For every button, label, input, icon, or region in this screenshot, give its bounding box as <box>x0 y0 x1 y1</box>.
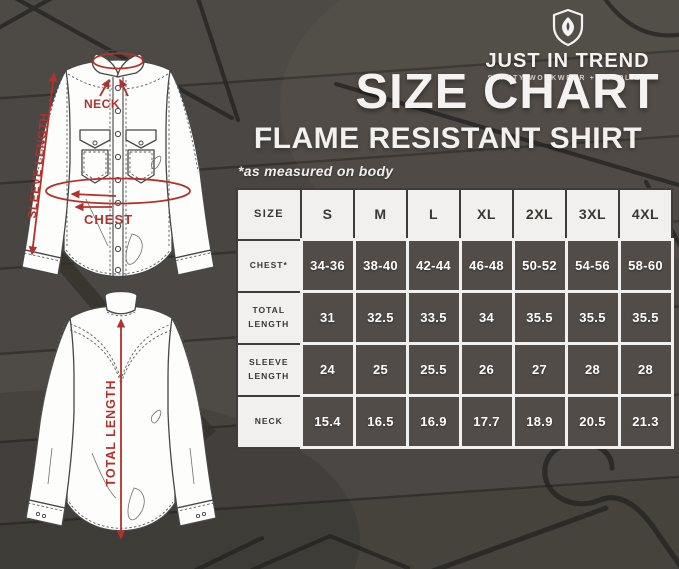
shirt-front-diagram: NECK CHEST SLEEVE LENGTH <box>21 49 215 280</box>
col-header-3xl: 3XL <box>565 188 620 241</box>
row-label-total-length: TOTAL LENGTH <box>236 290 302 345</box>
corner-cell: SIZE <box>236 188 302 241</box>
value-cell: 21.3 <box>617 394 674 449</box>
table-row-total-length: TOTAL LENGTH 31 32.5 33.5 34 35.5 35.5 3… <box>236 290 674 345</box>
table-row-chest: CHEST* 34-36 38-40 42-44 46-48 50-52 54-… <box>236 238 674 293</box>
neck-measure-ellipse <box>92 52 144 70</box>
brand-name: JUST IN TREND <box>485 50 650 72</box>
cuff-buttons <box>35 511 207 519</box>
size-chart-table: SIZE S M L XL 2XL 3XL 4XL CHEST* 34-36 3… <box>236 188 674 449</box>
value-cell: 33.5 <box>405 290 462 345</box>
page-subtitle: FLAME RESISTANT SHIRT <box>253 122 643 155</box>
collar-stand <box>104 290 138 315</box>
value-cell: 54-56 <box>564 238 621 293</box>
chest-label: CHEST <box>84 212 133 227</box>
value-cell: 16.5 <box>352 394 409 449</box>
value-cell: 58-60 <box>617 238 674 293</box>
page-title: SIZE CHART <box>355 65 660 119</box>
sleeve-measure-arrow <box>31 73 55 255</box>
pocket-flap-left <box>79 129 111 149</box>
stitching <box>23 52 211 278</box>
value-cell: 28 <box>617 342 674 397</box>
col-header-xl: XL <box>459 188 514 241</box>
total-length-label: TOTAL LENGTH <box>104 379 118 486</box>
value-cell: 50-52 <box>511 238 568 293</box>
row-label-neck: NECK <box>236 394 302 449</box>
brand-logo: JUST IN TREND SAFETY WORKWEAR + SUPPLIES <box>455 8 679 82</box>
value-cell: 24 <box>299 342 356 397</box>
value-cell: 35.5 <box>564 290 621 345</box>
value-cell: 42-44 <box>405 238 462 293</box>
measurement-note: *as measured on body <box>238 163 394 179</box>
value-cell: 46-48 <box>458 238 515 293</box>
value-cell: 31 <box>299 290 356 345</box>
value-cell: 35.5 <box>511 290 568 345</box>
value-cell: 15.4 <box>299 394 356 449</box>
value-cell: 16.9 <box>405 394 462 449</box>
value-cell: 26 <box>458 342 515 397</box>
value-cell: 25.5 <box>405 342 462 397</box>
table-row-sleeve-length: SLEEVE LENGTH 24 25 25.5 26 27 28 28 <box>236 342 674 397</box>
value-cell: 18.9 <box>511 394 568 449</box>
col-header-s: S <box>300 188 355 241</box>
col-header-m: M <box>353 188 408 241</box>
fabric-creases <box>47 409 195 521</box>
value-cell: 32.5 <box>352 290 409 345</box>
row-label-sleeve-length: SLEEVE LENGTH <box>236 342 302 397</box>
value-cell: 25 <box>352 342 409 397</box>
value-cell: 28 <box>564 342 621 397</box>
pocket-flap-right <box>125 129 157 149</box>
chest-measure-ellipse <box>45 177 191 205</box>
value-cell: 35.5 <box>617 290 674 345</box>
value-cell: 34 <box>458 290 515 345</box>
col-header-2xl: 2XL <box>512 188 567 241</box>
brand-tagline: SAFETY WORKWEAR + SUPPLIES <box>487 75 648 82</box>
col-header-4xl: 4XL <box>618 188 673 241</box>
neck-label: NECK <box>84 97 120 111</box>
value-cell: 17.7 <box>458 394 515 449</box>
col-header-l: L <box>406 188 461 241</box>
value-cell: 38-40 <box>352 238 409 293</box>
shield-flame-icon <box>552 8 583 47</box>
row-label-chest: CHEST* <box>236 238 302 293</box>
table-header-row: SIZE S M L XL 2XL 3XL 4XL <box>236 188 673 241</box>
value-cell: 34-36 <box>299 238 356 293</box>
value-cell: 27 <box>511 342 568 397</box>
shirt-back-diagram: TOTAL LENGTH <box>25 290 217 540</box>
value-cell: 20.5 <box>564 394 621 449</box>
table-row-neck: NECK 15.4 16.5 16.9 17.7 18.9 20.5 21.3 <box>236 394 674 449</box>
